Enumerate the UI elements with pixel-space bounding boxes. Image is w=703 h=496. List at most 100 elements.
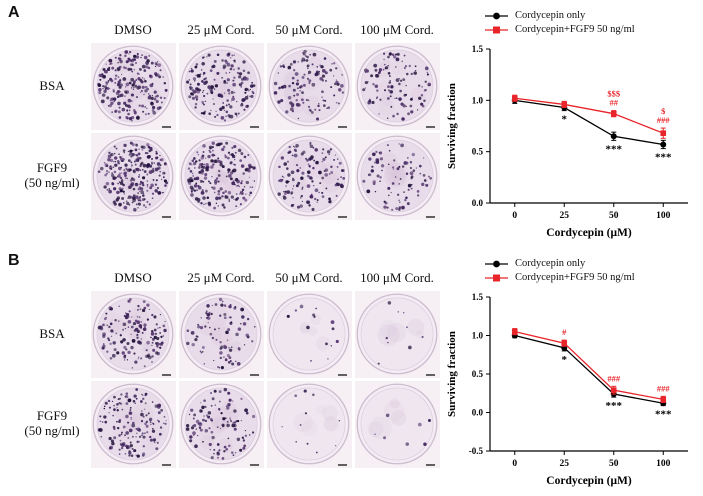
panel-label-b: B [8, 252, 20, 269]
colony-dish-image [180, 135, 262, 217]
legend-marker-circle-icon [484, 11, 509, 21]
legend-marker-square-icon [484, 25, 509, 35]
colony-dish-image [268, 135, 350, 217]
scale-bar [161, 125, 171, 128]
svg-text:0: 0 [512, 459, 517, 469]
svg-text:1.5: 1.5 [472, 292, 484, 302]
row-label-fgf9: FGF9 (50 ng/ml) [24, 408, 80, 439]
row-label-text: FGF9 [36, 408, 68, 424]
dish-cell [178, 132, 264, 220]
dish-cell [354, 132, 440, 220]
scale-bar [425, 125, 435, 128]
legend-label: Cordycepin only [515, 258, 586, 269]
legend-marker-square-icon [484, 273, 509, 283]
legend-label: Cordycepin+FGF9 50 ng/ml [515, 272, 635, 283]
dish-cell [90, 380, 176, 468]
svg-text:0.0: 0.0 [472, 198, 484, 208]
chart-block-b: Cordycepin only Cordycepin+FGF9 50 ng/ml… [444, 250, 696, 496]
svg-text:***: *** [655, 152, 672, 164]
legend-a: Cordycepin only Cordycepin+FGF9 50 ng/ml [484, 10, 696, 35]
dish-cell [354, 380, 440, 468]
dish-cell [266, 380, 352, 468]
scale-bar [337, 463, 347, 466]
svg-text:***: *** [606, 400, 623, 412]
colony-dish-image [180, 383, 262, 465]
row-label-text: (50 ng/ml) [24, 423, 80, 438]
colony-assay-grid-b: DMSO 25 μM Cord. 50 μM Cord. 100 μM Cord… [16, 250, 440, 496]
svg-text:100: 100 [656, 211, 671, 221]
svg-text:0: 0 [512, 211, 517, 221]
svg-text:Cordycepin (μM): Cordycepin (μM) [546, 227, 632, 239]
row-label-text: BSA [39, 325, 65, 341]
svg-text:##: ## [610, 98, 619, 108]
scale-bar [337, 373, 347, 376]
column-header-25um: 25 μM Cord. [187, 270, 255, 285]
svg-text:100: 100 [656, 459, 671, 469]
column-header-100um: 100 μM Cord. [360, 22, 434, 37]
scale-bar [161, 463, 171, 466]
legend-b: Cordycepin only Cordycepin+FGF9 50 ng/ml [484, 258, 696, 283]
svg-text:***: *** [655, 409, 672, 421]
svg-text:50: 50 [609, 459, 619, 469]
scale-bar [249, 463, 259, 466]
legend-item: Cordycepin+FGF9 50 ng/ml [484, 272, 696, 283]
colony-dish-image [356, 383, 438, 465]
dish-cell [266, 132, 352, 220]
svg-text:1.0: 1.0 [472, 331, 484, 341]
scale-bar [425, 373, 435, 376]
survival-chart-b: -0.5 0.0 0.5 1.0 1.5 0 25 50 100 Surviving fracti… [446, 292, 688, 487]
legend-item: Cordycepin+FGF9 50 ng/ml [484, 24, 696, 35]
row-label-text: FGF9 [36, 160, 68, 176]
svg-text:-0.5: -0.5 [469, 446, 484, 456]
svg-text:***: *** [606, 143, 623, 155]
dish-cell [266, 290, 352, 378]
svg-text:###: ### [657, 383, 671, 393]
panel-b: B DMSO 25 μM Cord. 50 μM Cord. 100 μM Co… [0, 250, 703, 496]
svg-text:0.5: 0.5 [472, 147, 484, 157]
grid-corner [16, 268, 88, 288]
row-label-text: BSA [39, 77, 65, 93]
colony-dish-image [180, 293, 262, 375]
svg-text:Surviving fraction: Surviving fraction [446, 83, 458, 169]
column-header-100um: 100 μM Cord. [360, 270, 434, 285]
svg-text:$$$: $$$ [607, 89, 621, 99]
colony-dish-image [268, 293, 350, 375]
svg-text:25: 25 [560, 211, 570, 221]
legend-label: Cordycepin+FGF9 50 ng/ml [515, 24, 635, 35]
svg-text:0.5: 0.5 [472, 369, 484, 379]
dish-cell [354, 290, 440, 378]
grid-corner [16, 20, 88, 40]
row-label-fgf9: FGF9 (50 ng/ml) [24, 160, 79, 191]
dish-cell [90, 290, 176, 378]
svg-text:1.5: 1.5 [472, 44, 484, 54]
svg-text:25: 25 [560, 459, 570, 469]
svg-text:50: 50 [609, 211, 619, 221]
colony-dish-image [268, 45, 350, 127]
colony-dish-image [356, 293, 438, 375]
scale-bar [425, 215, 435, 218]
legend-item: Cordycepin only [484, 10, 696, 21]
legend-label: Cordycepin only [515, 10, 586, 21]
colony-dish-image [180, 45, 262, 127]
dish-cell [354, 42, 440, 130]
column-header-50um: 50 μM Cord. [275, 22, 343, 37]
dish-cell [178, 290, 264, 378]
column-header-50um: 50 μM Cord. [275, 270, 343, 285]
dish-cell [178, 42, 264, 130]
colony-dish-image [92, 135, 174, 217]
colony-dish-image [356, 135, 438, 217]
dish-cell [90, 132, 176, 220]
scale-bar [161, 215, 171, 218]
column-header-dmso: DMSO [114, 22, 152, 37]
chart-block-a: Cordycepin only Cordycepin+FGF9 50 ng/ml… [444, 2, 696, 248]
row-label-bsa: BSA [39, 325, 65, 342]
svg-text:#: # [562, 327, 567, 337]
scale-bar [249, 373, 259, 376]
svg-text:Cordycepin (μM): Cordycepin (μM) [546, 475, 632, 487]
scale-bar [161, 373, 171, 376]
colony-dish-image [268, 383, 350, 465]
dish-cell [266, 42, 352, 130]
colony-dish-image [356, 45, 438, 127]
svg-text:Surviving fraction: Surviving fraction [446, 331, 458, 417]
svg-text:###: ### [607, 373, 621, 383]
